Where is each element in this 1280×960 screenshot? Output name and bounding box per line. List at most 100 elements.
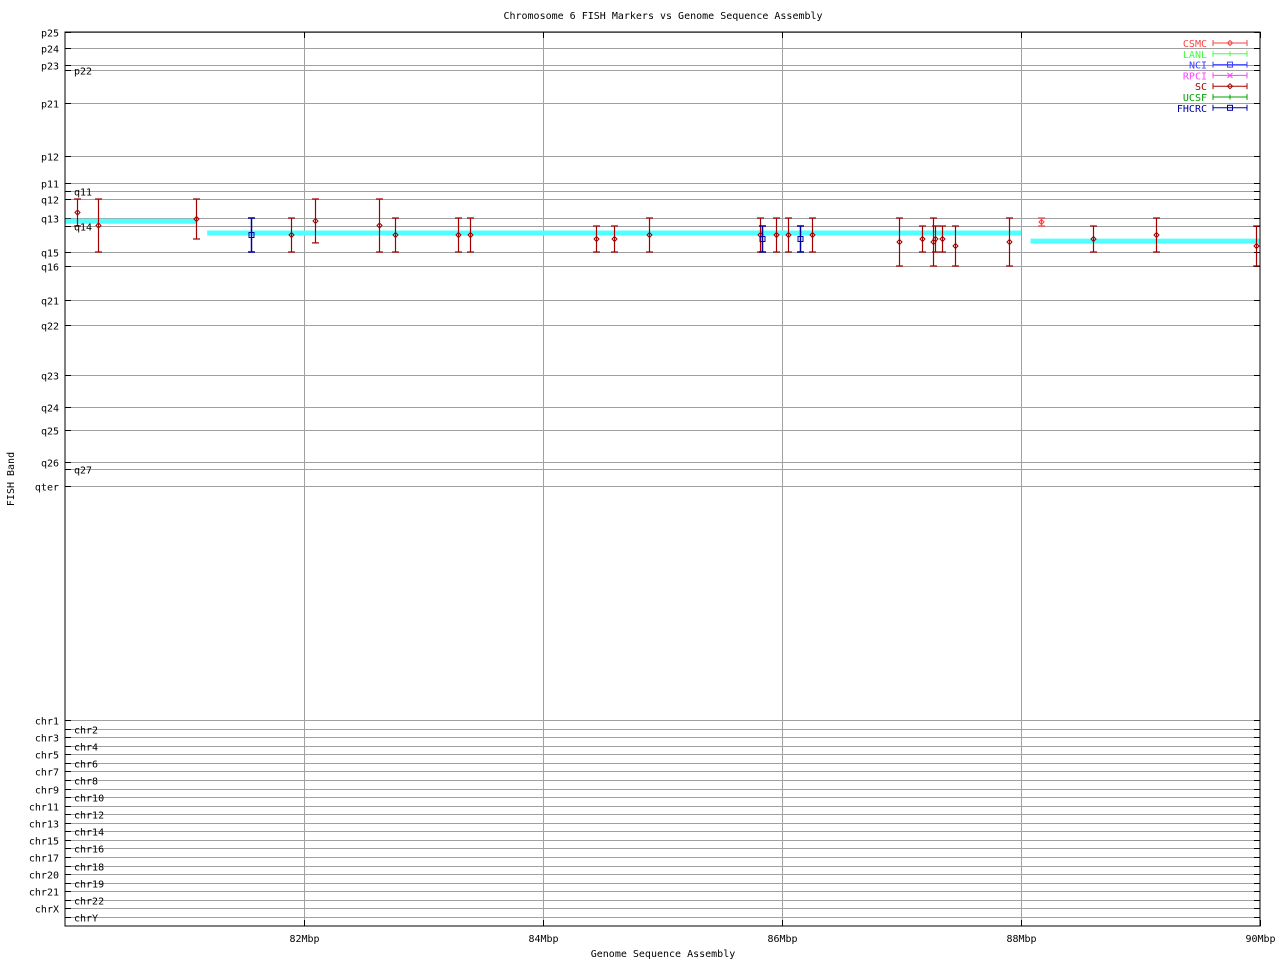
data-point-sc xyxy=(288,217,295,253)
legend-label: NCI xyxy=(1189,61,1207,72)
y-tick-label: chr15 xyxy=(29,837,59,848)
data-point-sc xyxy=(193,198,200,240)
data-point-sc xyxy=(932,225,939,253)
diamond-marker xyxy=(74,209,81,216)
data-point-sc xyxy=(785,217,792,253)
legend-entry-ucsf: UCSF xyxy=(1183,93,1248,104)
data-point-sc xyxy=(1090,225,1097,253)
y-tick-label: p22 xyxy=(74,67,92,78)
x-tick-label: 86Mbp xyxy=(767,934,797,945)
diamond-marker xyxy=(611,235,618,243)
y-tick-label: q22 xyxy=(41,322,59,333)
data-point-sc xyxy=(1006,217,1013,267)
square-marker xyxy=(248,232,255,238)
y-tick-label: q12 xyxy=(41,196,59,207)
diamond-marker xyxy=(376,222,383,229)
y-tick-label: chr17 xyxy=(29,854,59,865)
diamond-marker xyxy=(896,238,903,246)
legend-entry-fhcrc: FHCRC xyxy=(1177,104,1248,115)
x-tick-label: 88Mbp xyxy=(1006,934,1036,945)
y-tick-label: chr21 xyxy=(29,888,59,899)
y-tick-label: chr9 xyxy=(35,786,59,797)
diamond-marker xyxy=(646,231,653,239)
legend-label: CSMC xyxy=(1183,39,1207,50)
legend-entry-nci: NCI xyxy=(1189,61,1248,72)
legend-entry-rpci: RPCI xyxy=(1183,71,1248,82)
legend-label: LANL xyxy=(1183,50,1207,61)
diamond-marker xyxy=(467,231,474,239)
legend-label: FHCRC xyxy=(1177,104,1207,115)
data-points xyxy=(74,198,1260,267)
square-marker xyxy=(1227,104,1233,111)
data-point-sc xyxy=(376,198,383,253)
data-point-sc xyxy=(611,225,618,253)
data-point-csmc xyxy=(1038,217,1045,227)
grid: 82Mbp 84Mbp 86Mbp 88Mbp 90Mbp xyxy=(65,32,1276,945)
diamond-marker xyxy=(785,231,792,239)
diamond-marker xyxy=(95,222,102,229)
data-point-sc xyxy=(939,225,946,253)
diamond-marker xyxy=(392,231,399,239)
y-tick-label: q25 xyxy=(41,427,59,438)
y-tick-label: q15 xyxy=(41,249,59,260)
y-tick-label: chr22 xyxy=(74,897,104,908)
y-tick-label: q23 xyxy=(41,372,59,383)
y-tick-label: chr3 xyxy=(35,734,59,745)
square-marker xyxy=(1227,61,1233,68)
legend-label: SC xyxy=(1195,82,1207,93)
y-tick-label: chr11 xyxy=(29,803,59,814)
diamond-marker xyxy=(1038,218,1045,226)
y-tick-label: p12 xyxy=(41,153,59,164)
y-tick-label: chr10 xyxy=(74,794,104,805)
data-point-sc xyxy=(952,225,959,267)
y-tick-label: qter xyxy=(35,483,59,494)
data-point-sc xyxy=(1253,225,1260,267)
data-point-fhcrc xyxy=(759,225,766,253)
diamond-marker xyxy=(1153,231,1160,239)
plot-frame xyxy=(64,31,1261,927)
data-point-sc xyxy=(809,217,816,253)
legend-label: RPCI xyxy=(1183,71,1207,82)
diamond-marker xyxy=(773,231,780,239)
y-tick-label: chr18 xyxy=(74,863,104,874)
x-axis-label: Genome Sequence Assembly xyxy=(591,949,736,960)
data-point-sc xyxy=(312,198,319,244)
y-tick-label: chr1 xyxy=(35,717,59,728)
y-tick-label: chr12 xyxy=(74,811,104,822)
y-tick-label: chr8 xyxy=(74,777,98,788)
data-point-sc xyxy=(455,217,462,253)
y-tick-label: q13 xyxy=(41,215,59,226)
legend-entry-lanl: LANL xyxy=(1183,50,1248,61)
assembly-segments xyxy=(65,218,1260,244)
y-tick-label: p24 xyxy=(41,45,59,56)
y-tick-label: chr2 xyxy=(74,726,98,737)
y-tick-label: chr6 xyxy=(74,760,98,771)
y-tick-label: chr13 xyxy=(29,820,59,831)
square-marker xyxy=(759,236,766,242)
diamond-marker xyxy=(288,231,295,239)
legend-label: UCSF xyxy=(1183,93,1207,104)
y-tick-label: q11 xyxy=(74,188,92,199)
y-tick-label: p25 xyxy=(41,29,59,40)
diamond-marker xyxy=(193,215,200,223)
diamond-marker xyxy=(809,231,816,239)
x-tick-label: 84Mbp xyxy=(528,934,558,945)
square-marker xyxy=(797,236,804,242)
diamond-marker xyxy=(1253,242,1260,250)
diamond-marker xyxy=(312,217,319,225)
x-tick-label: 82Mbp xyxy=(289,934,319,945)
data-point-sc xyxy=(95,198,102,253)
y-tick-labels: p25 p24 p23 p22 p21 p12 p11 q11 q12 q13 q14 q15 q16 q… xyxy=(29,29,104,925)
diamond-marker xyxy=(919,235,926,243)
diamond-marker xyxy=(455,231,462,239)
y-axis-label: FISH Band xyxy=(6,452,17,506)
y-tick-label: q27 xyxy=(74,466,92,477)
diamond-marker xyxy=(1090,235,1097,243)
x-tick-label: 90Mbp xyxy=(1245,934,1275,945)
cross-marker xyxy=(1227,72,1233,79)
diamond-marker xyxy=(952,242,959,250)
y-tick-label: q24 xyxy=(41,404,59,415)
diamond-marker xyxy=(932,235,939,243)
data-point-sc xyxy=(919,225,926,253)
